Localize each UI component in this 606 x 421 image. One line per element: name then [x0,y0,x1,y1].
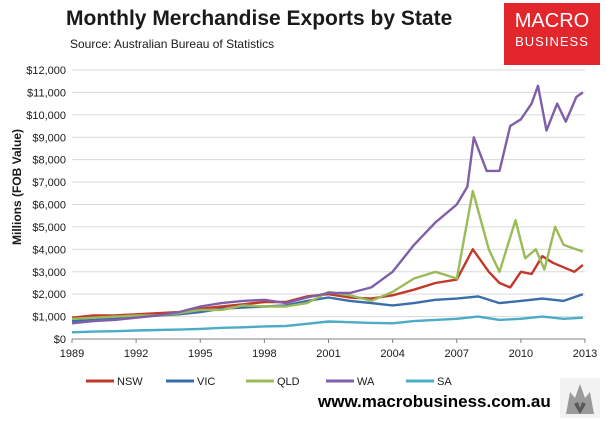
series-line-wa [71,84,584,325]
legend-label-wa: WA [357,376,375,388]
x-tick-label: 2004 [380,348,404,360]
series-line-sa [71,315,583,334]
series-line-nsw [71,248,584,319]
y-tick-label: $0 [54,334,66,346]
y-tick-label: $5,000 [32,222,66,234]
series-line-qld [71,189,584,320]
x-tick-label: 2013 [573,348,597,360]
x-tick-label: 1998 [252,348,276,360]
y-tick-label: $11,000 [27,87,66,99]
y-tick-label: $3,000 [32,267,66,279]
y-tick-label: $10,000 [26,110,66,122]
y-tick-label: $2,000 [32,289,66,301]
wolf-logo-icon [560,378,600,418]
macrobusiness-logo: MACRO BUSINESS [504,3,600,65]
x-tick-label: 2007 [445,348,469,360]
x-tick-label: 1992 [124,348,148,360]
logo-line1: MACRO [514,10,590,32]
x-tick-label: 2001 [316,348,340,360]
y-tick-label: $7,000 [32,177,66,189]
legend-label-sa: SA [437,376,452,388]
x-tick-label: 1995 [188,348,212,360]
chart-source: Source: Australian Bureau of Statistics [70,37,275,51]
footer-url: www.macrobusiness.com.au [318,392,551,411]
y-tick-label: $1,000 [32,312,66,324]
legend-label-qld: QLD [277,376,300,388]
y-tick-label: $12,000 [26,65,66,77]
legend-label-nsw: NSW [117,376,143,388]
y-tick-label: $9,000 [32,132,66,144]
legend-label-vic: VIC [197,376,215,388]
y-tick-label: $6,000 [32,200,66,212]
y-tick-label: $4,000 [32,244,66,256]
x-tick-label: 2010 [509,348,533,360]
chart-title: Monthly Merchandise Exports by State [66,7,453,30]
logo-line2: BUSINESS [515,34,589,49]
x-tick-label: 1989 [60,348,84,360]
y-tick-label: $8,000 [32,155,66,167]
